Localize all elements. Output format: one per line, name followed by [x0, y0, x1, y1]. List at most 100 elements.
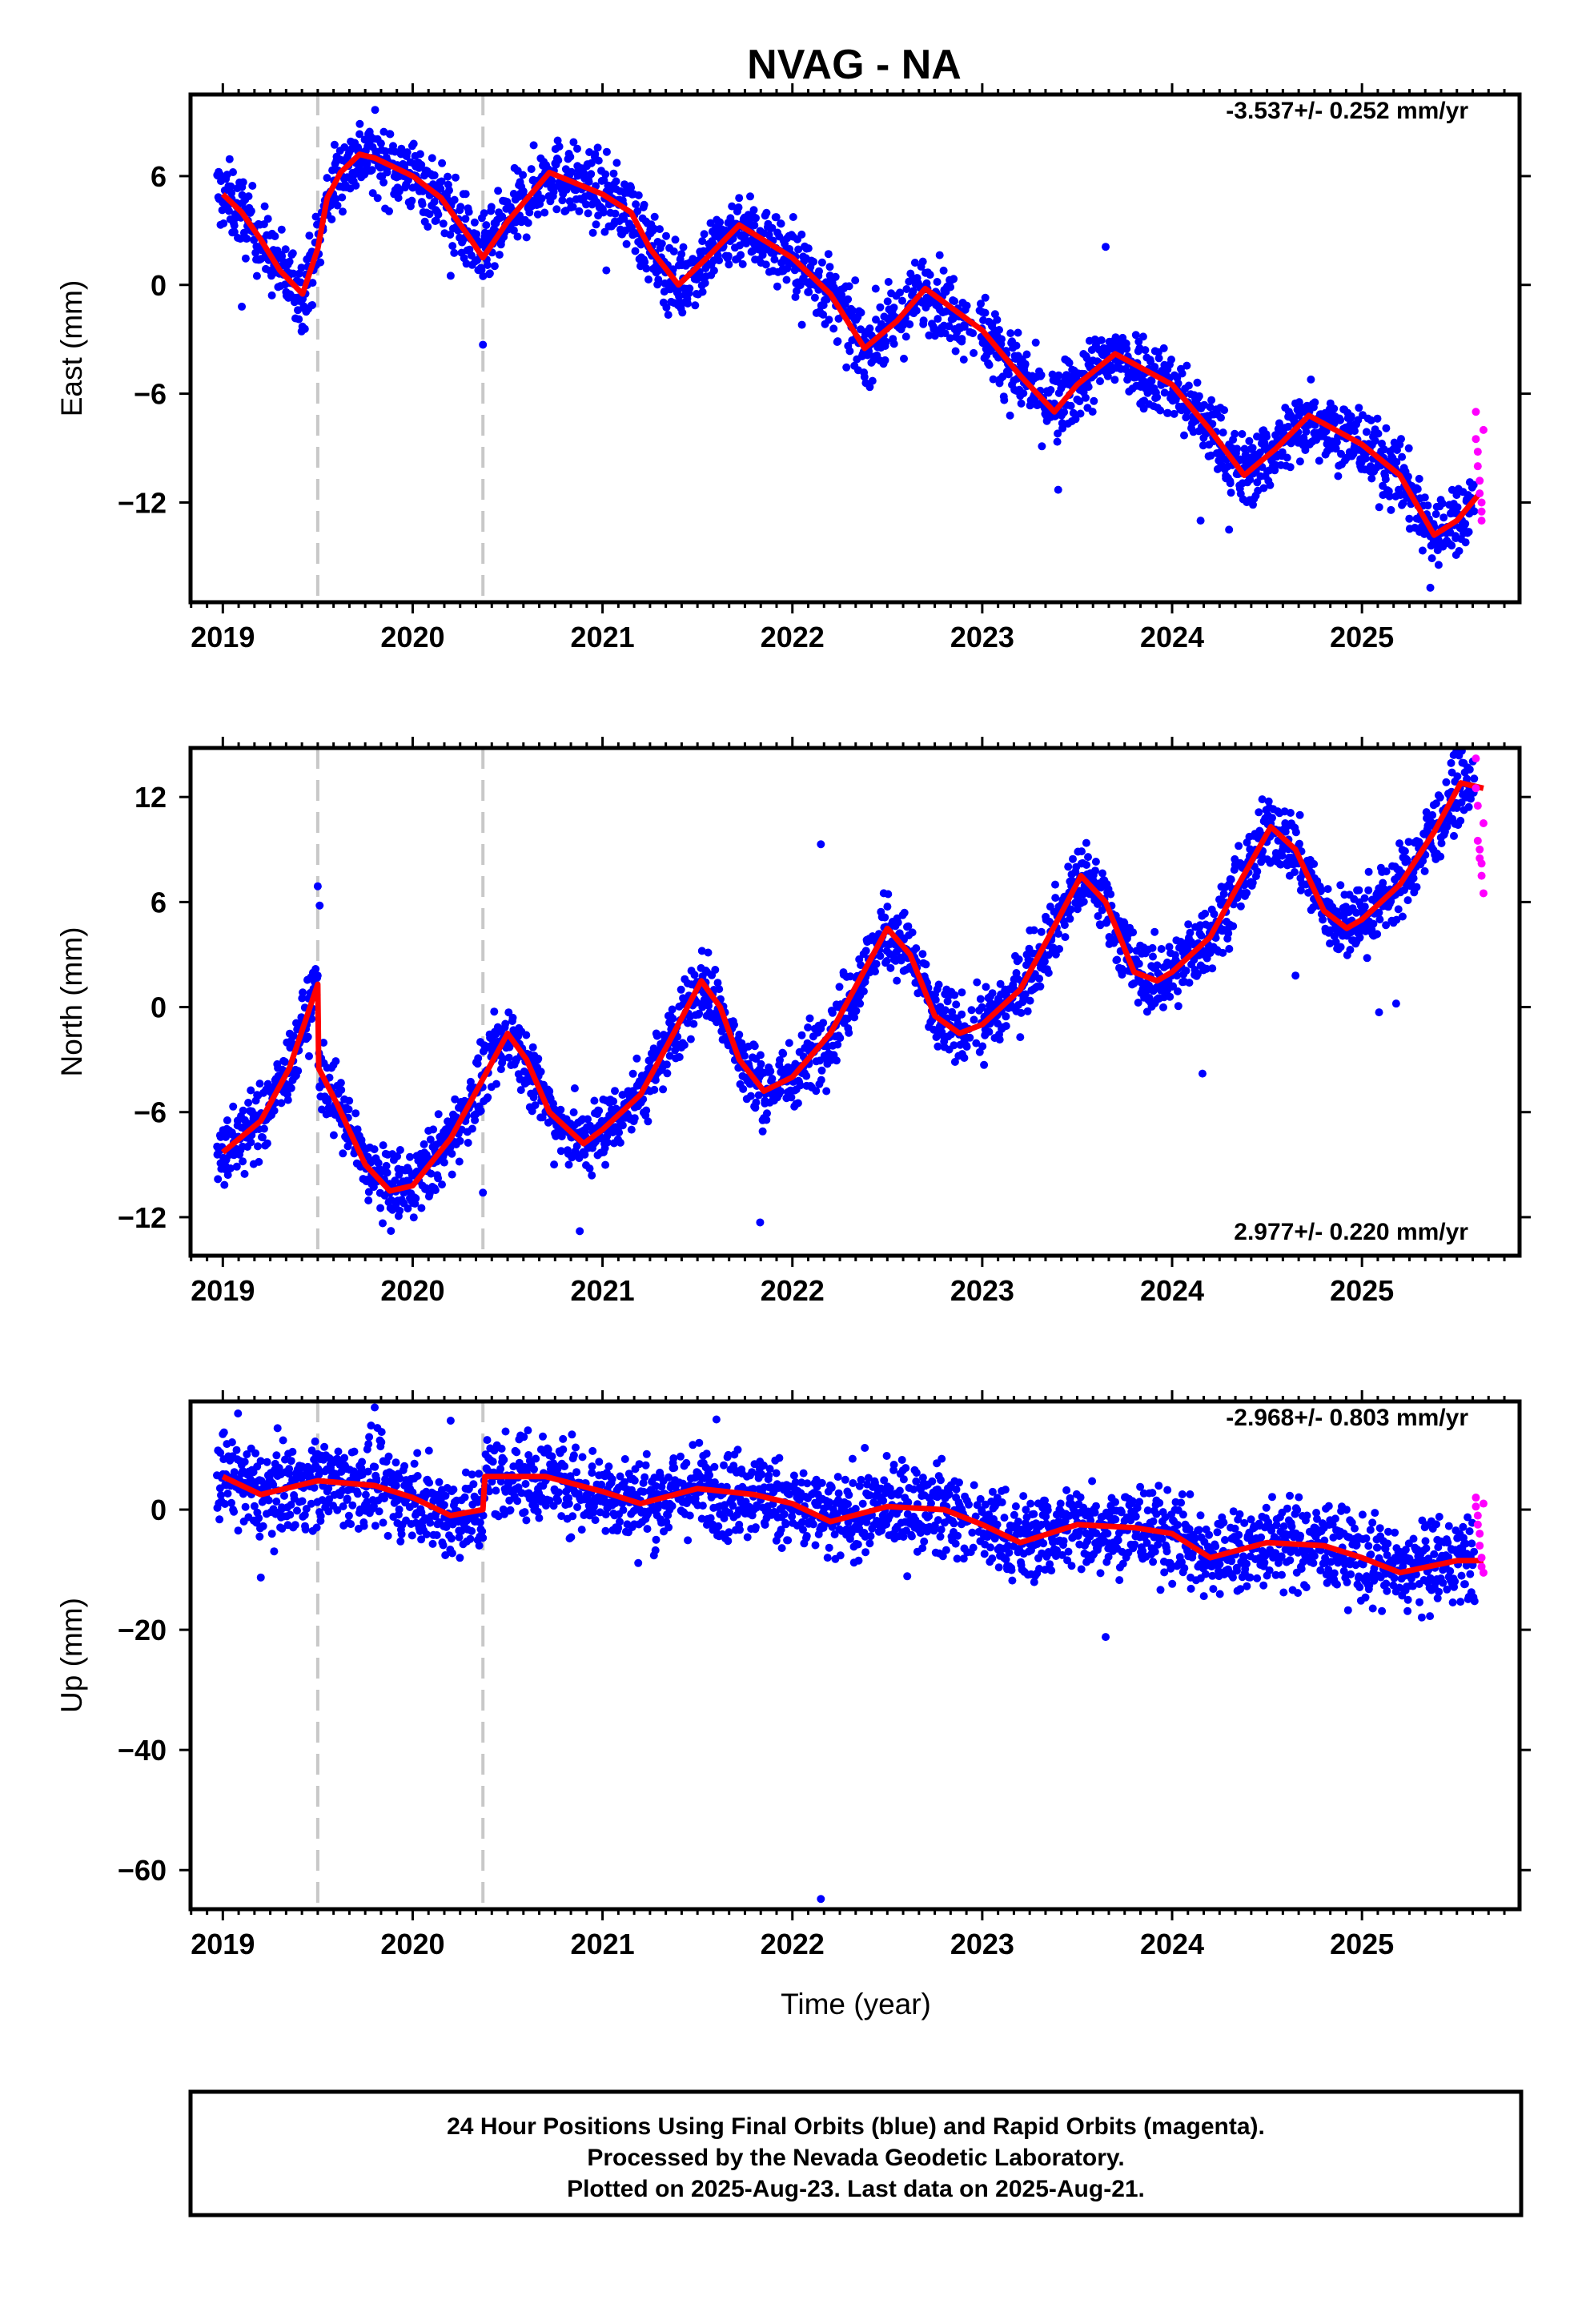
data-point: [1423, 501, 1432, 510]
data-point: [236, 235, 245, 243]
data-point: [294, 306, 302, 315]
data-point: [239, 1157, 247, 1166]
data-point: [289, 269, 298, 278]
model-curve: [220, 151, 1482, 538]
data-point: [1160, 388, 1169, 397]
data-point: [1291, 828, 1300, 837]
data-point: [842, 363, 851, 372]
data-point: [287, 1084, 295, 1092]
data-point: [1066, 401, 1075, 410]
data-point: [409, 1213, 418, 1222]
data-point: [587, 159, 596, 167]
data-point: [616, 1138, 624, 1147]
data-point: [664, 311, 673, 320]
rapid-point: [1472, 754, 1480, 763]
x-tick-label: 2025: [1330, 1274, 1394, 1307]
data-point: [763, 1109, 771, 1118]
data-point: [1064, 862, 1073, 871]
data-point: [1199, 441, 1207, 450]
data-point: [770, 255, 779, 263]
data-point: [1153, 961, 1162, 970]
x-tick-label: 2022: [761, 621, 825, 653]
data-point: [1217, 413, 1225, 422]
y-axis-label: North (mm): [55, 927, 88, 1076]
data-point: [464, 207, 473, 216]
data-point: [327, 215, 336, 223]
data-point: [281, 245, 290, 254]
data-point: [1248, 444, 1257, 452]
data-point: [525, 208, 534, 217]
data-point: [837, 291, 846, 300]
data-point: [1420, 866, 1429, 875]
outlier-point: [446, 271, 455, 280]
data-point: [791, 292, 800, 301]
data-point: [977, 300, 985, 308]
data-point: [898, 296, 906, 305]
data-point: [1166, 992, 1174, 1001]
data-point: [1113, 955, 1122, 964]
data-point: [1275, 419, 1283, 428]
data-point: [305, 1051, 313, 1060]
data-point: [397, 144, 406, 153]
data-point: [585, 1164, 594, 1173]
data-point: [1030, 926, 1038, 935]
data-point: [684, 300, 692, 308]
y-tick-label: 0: [151, 991, 167, 1024]
data-point: [527, 165, 536, 174]
data-point: [746, 1092, 755, 1100]
data-point: [632, 1054, 641, 1063]
data-point: [909, 287, 917, 296]
data-point: [725, 260, 733, 269]
data-point: [1174, 987, 1182, 995]
data-point: [1336, 416, 1345, 424]
data-point: [1000, 396, 1009, 404]
data-point: [1360, 894, 1369, 903]
data-point: [831, 272, 840, 281]
data-point: [1302, 428, 1311, 436]
data-point: [1082, 393, 1090, 402]
data-point: [1415, 474, 1423, 483]
data-point: [225, 207, 233, 215]
data-point: [1131, 331, 1140, 340]
data-point: [752, 1098, 761, 1107]
data-point: [1447, 758, 1456, 767]
data-point: [371, 106, 379, 115]
data-point: [223, 1171, 232, 1180]
data-point: [490, 1007, 499, 1016]
data-point: [766, 1067, 775, 1076]
data-point: [960, 1054, 969, 1062]
data-point: [618, 1121, 627, 1130]
data-point: [1456, 816, 1465, 825]
data-point: [1452, 491, 1461, 500]
data-point: [569, 138, 578, 147]
outlier-point: [479, 1188, 488, 1197]
data-point: [476, 1107, 485, 1116]
data-point: [628, 1069, 637, 1078]
data-point: [951, 347, 960, 356]
data-point: [636, 240, 645, 249]
data-point: [662, 1060, 671, 1069]
data-point: [601, 170, 610, 179]
data-point: [323, 174, 331, 183]
outlier-point: [1196, 517, 1205, 525]
data-point: [970, 1015, 978, 1024]
data-point: [1163, 408, 1172, 417]
data-point: [752, 214, 760, 223]
data-point: [355, 119, 364, 128]
data-point: [1439, 513, 1448, 522]
data-point: [865, 324, 874, 333]
data-point: [844, 295, 853, 304]
data-point: [689, 1019, 698, 1028]
data-point: [1133, 368, 1142, 377]
data-point: [829, 324, 838, 333]
data-point: [773, 282, 781, 291]
outlier-point: [602, 266, 611, 275]
data-point: [271, 232, 279, 240]
data-point: [409, 139, 418, 148]
data-point: [918, 257, 927, 266]
data-point: [893, 976, 901, 985]
final-orbit-points: [213, 106, 1479, 592]
data-point: [737, 251, 745, 259]
data-point: [270, 1106, 279, 1115]
data-point: [474, 1054, 483, 1063]
